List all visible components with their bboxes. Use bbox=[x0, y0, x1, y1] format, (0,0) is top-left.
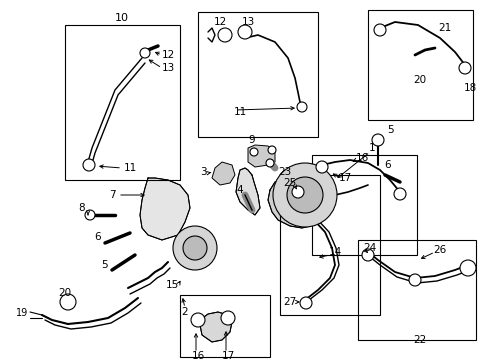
Text: 5: 5 bbox=[386, 125, 392, 135]
Circle shape bbox=[83, 159, 95, 171]
Circle shape bbox=[458, 62, 470, 74]
Polygon shape bbox=[236, 168, 260, 215]
Circle shape bbox=[238, 25, 251, 39]
Text: 2: 2 bbox=[182, 307, 188, 317]
Circle shape bbox=[173, 226, 217, 270]
Bar bbox=[357, 240, 475, 340]
Polygon shape bbox=[267, 175, 325, 228]
Circle shape bbox=[291, 186, 304, 198]
Circle shape bbox=[221, 311, 235, 325]
Circle shape bbox=[272, 163, 336, 227]
Circle shape bbox=[408, 274, 420, 286]
Text: 3: 3 bbox=[199, 167, 206, 177]
Text: 12: 12 bbox=[213, 17, 226, 27]
Text: 11: 11 bbox=[123, 163, 136, 173]
Text: 4: 4 bbox=[236, 185, 243, 195]
Circle shape bbox=[361, 249, 373, 261]
Text: 6: 6 bbox=[384, 160, 390, 170]
Circle shape bbox=[85, 210, 95, 220]
Text: 24: 24 bbox=[363, 243, 376, 253]
Circle shape bbox=[265, 159, 273, 167]
Text: 8: 8 bbox=[79, 203, 85, 213]
Text: 18: 18 bbox=[463, 83, 476, 93]
Text: 21: 21 bbox=[437, 23, 451, 33]
Circle shape bbox=[393, 188, 405, 200]
Circle shape bbox=[286, 177, 323, 213]
Text: 9: 9 bbox=[248, 135, 255, 145]
Text: 23: 23 bbox=[278, 167, 291, 177]
Text: 10: 10 bbox=[115, 13, 129, 23]
Text: 19: 19 bbox=[16, 308, 28, 318]
Circle shape bbox=[296, 102, 306, 112]
Polygon shape bbox=[140, 178, 190, 240]
Circle shape bbox=[267, 146, 275, 154]
Text: 26: 26 bbox=[432, 245, 446, 255]
Text: 1: 1 bbox=[368, 143, 375, 153]
Circle shape bbox=[60, 294, 76, 310]
Circle shape bbox=[183, 236, 206, 260]
Text: 27: 27 bbox=[283, 297, 296, 307]
Text: 7: 7 bbox=[108, 190, 115, 200]
Text: 16: 16 bbox=[191, 351, 204, 360]
Bar bbox=[180, 295, 269, 357]
Polygon shape bbox=[247, 145, 274, 167]
Text: 13: 13 bbox=[241, 17, 254, 27]
Circle shape bbox=[249, 148, 258, 156]
Bar bbox=[65, 25, 180, 180]
Text: 17: 17 bbox=[221, 351, 234, 360]
Bar bbox=[198, 12, 317, 137]
Circle shape bbox=[459, 260, 475, 276]
Text: 20: 20 bbox=[412, 75, 426, 85]
Circle shape bbox=[140, 48, 150, 58]
Text: 11: 11 bbox=[233, 107, 246, 117]
Circle shape bbox=[299, 297, 311, 309]
Text: 20: 20 bbox=[59, 288, 71, 298]
Text: 25: 25 bbox=[283, 178, 296, 188]
Text: 6: 6 bbox=[95, 232, 101, 242]
Circle shape bbox=[373, 24, 385, 36]
Text: 14: 14 bbox=[328, 247, 341, 257]
Polygon shape bbox=[212, 162, 235, 185]
Circle shape bbox=[191, 313, 204, 327]
Text: 16: 16 bbox=[355, 153, 368, 163]
Bar bbox=[311, 155, 416, 255]
Circle shape bbox=[371, 134, 383, 146]
Text: 13: 13 bbox=[161, 63, 174, 73]
Text: 17: 17 bbox=[338, 173, 351, 183]
Circle shape bbox=[315, 161, 327, 173]
Polygon shape bbox=[198, 312, 231, 342]
Text: 12: 12 bbox=[161, 50, 174, 60]
Bar bbox=[367, 10, 472, 120]
Text: 15: 15 bbox=[165, 280, 178, 290]
Text: 5: 5 bbox=[102, 260, 108, 270]
Bar bbox=[280, 175, 379, 315]
Text: 22: 22 bbox=[412, 335, 426, 345]
Circle shape bbox=[218, 28, 231, 42]
